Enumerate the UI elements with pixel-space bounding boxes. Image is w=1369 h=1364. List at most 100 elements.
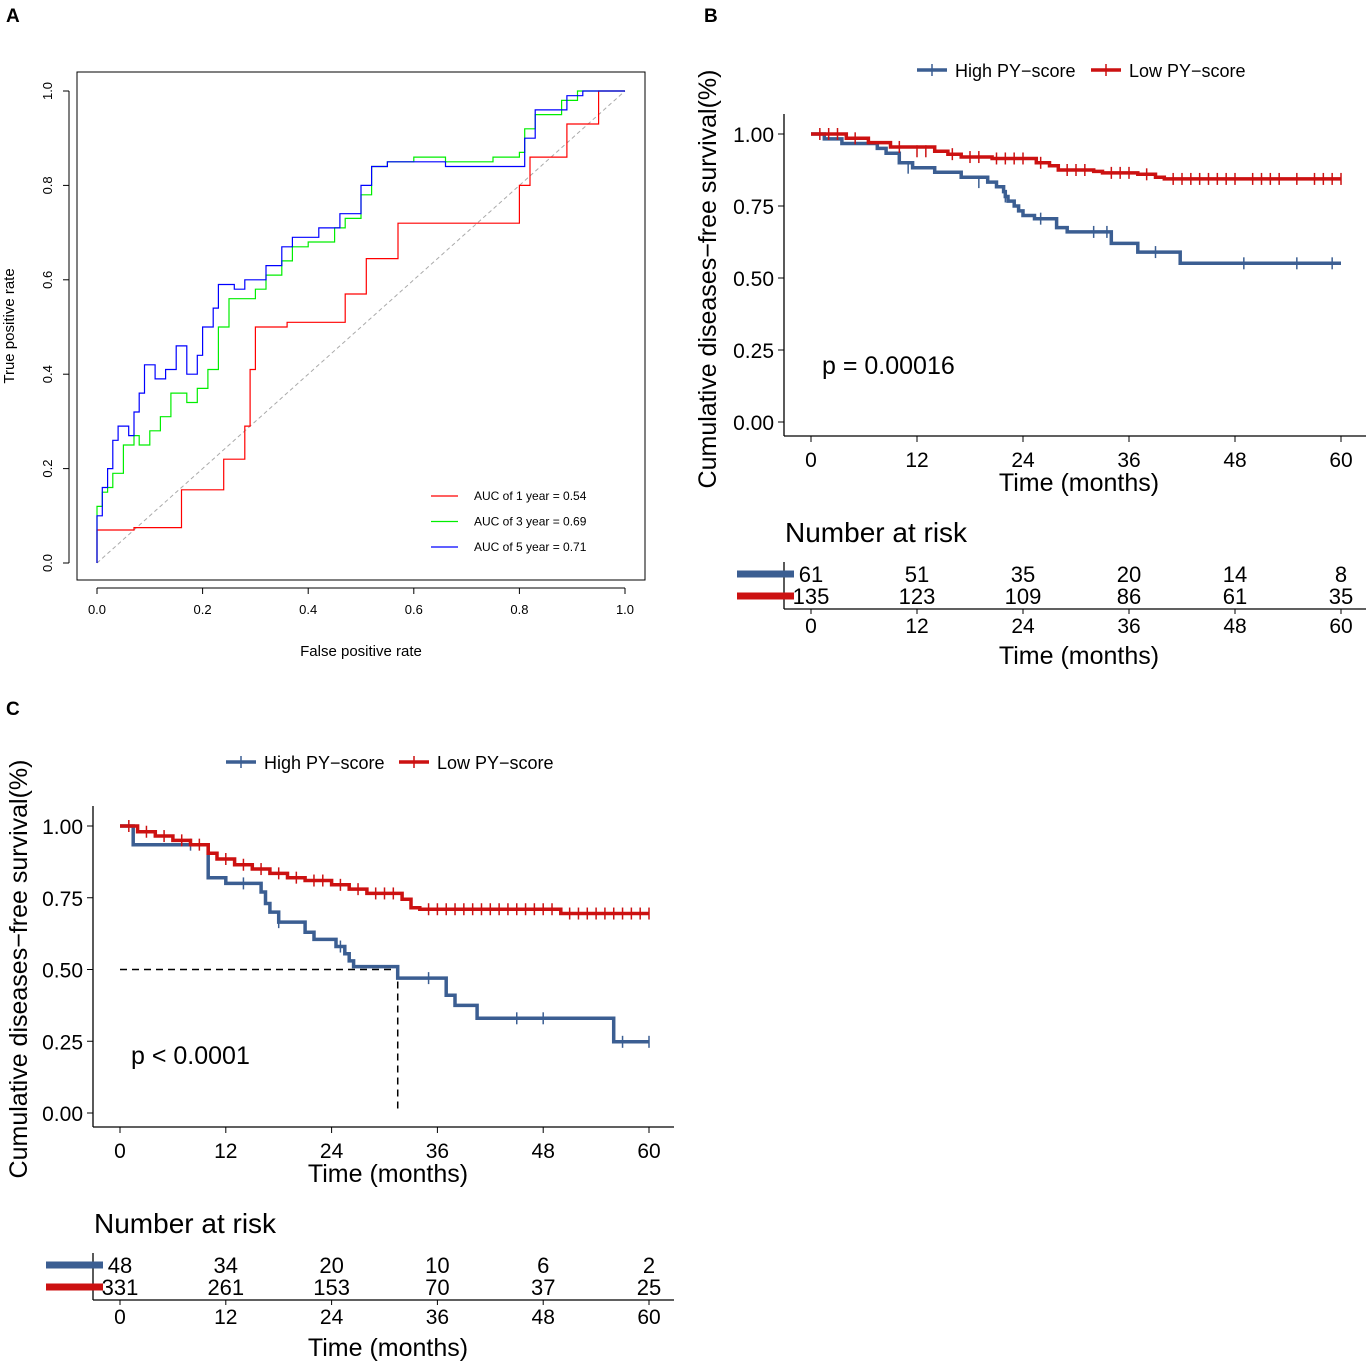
km-risk-x-tick-label: 48 — [1223, 615, 1246, 638]
km-c-x-label: Time (months) — [308, 1160, 468, 1188]
roc-curve-3-year — [96, 90, 625, 563]
km-b-legend: High PY−score Low PY−score — [917, 61, 1246, 81]
roc-x-label: False positive rate — [300, 643, 422, 660]
panel-letter-c: C — [6, 699, 20, 720]
roc-x-tick-label: 0.6 — [405, 602, 423, 617]
roc-y-tick-label: 0.6 — [40, 271, 55, 289]
km-risk-count: 109 — [1005, 584, 1042, 609]
km-risk-x-tick-label: 48 — [532, 1306, 555, 1329]
km-risk-count: 25 — [637, 1275, 661, 1300]
km-risk-x-tick-label: 60 — [1329, 615, 1352, 638]
roc-legend-label: AUC of 5 year = 0.71 — [474, 540, 587, 554]
panel-letter-b: B — [704, 6, 718, 27]
roc-curves — [96, 90, 625, 563]
km-risk-count: 8 — [1335, 562, 1347, 587]
roc-curve-5-year — [96, 90, 625, 563]
km-risk-count: 61 — [1223, 584, 1247, 609]
km-b-risk-title: Number at risk — [785, 517, 968, 548]
km-b-risk-table: 61 51 35 20 14 8 135 123 109 86 61 35 0 12 24 36 48 60 — [737, 562, 1366, 638]
km-c-risk-title: Number at risk — [94, 1208, 277, 1239]
roc-x-tick-label: 1.0 — [616, 602, 634, 617]
km-risk-x-tick-label: 12 — [214, 1306, 237, 1329]
km-b-plot: 0.00 0.25 0.50 0.75 1.00 0 12 24 36 48 60 — [733, 114, 1366, 472]
km-risk-count: 331 — [102, 1275, 139, 1300]
km-y-tick-label: 0.50 — [42, 960, 83, 983]
km-risk-count: 135 — [793, 584, 830, 609]
roc-x-tick-label: 0.8 — [510, 602, 528, 617]
km-risk-x-tick-label: 24 — [1011, 615, 1035, 638]
km-y-tick-label: 0.25 — [42, 1031, 83, 1054]
roc-y-label: True positive rate — [1, 268, 18, 383]
km-c-y-label: Cumulative diseases−free survival(%) — [5, 760, 33, 1179]
km-risk-count: 261 — [207, 1275, 244, 1300]
km-curve-high-py-score — [811, 132, 1341, 266]
panel-letter-a: A — [6, 6, 20, 27]
km-b-p-value: p = 0.00016 — [822, 352, 955, 380]
roc-y-tick-label: 0.8 — [40, 176, 55, 194]
roc-legend-label: AUC of 1 year = 0.54 — [474, 489, 587, 503]
roc-x-tick-label: 0.0 — [88, 602, 106, 617]
roc-legend-label: AUC of 3 year = 0.69 — [474, 515, 587, 529]
km-c-risk-x-label: Time (months) — [308, 1334, 468, 1362]
km-y-tick-label: 1.00 — [733, 124, 774, 147]
roc-y-tick-label: 0.4 — [40, 365, 55, 383]
km-b-y-label: Cumulative diseases−free survival(%) — [694, 70, 722, 489]
km-x-tick-label: 36 — [426, 1140, 449, 1163]
km-x-tick-label: 48 — [1223, 449, 1246, 472]
km-x-tick-label: 60 — [637, 1140, 660, 1163]
roc-x-tick-label: 0.2 — [194, 602, 212, 617]
km-risk-x-tick-label: 0 — [805, 615, 817, 638]
km-risk-count: 6 — [537, 1253, 549, 1278]
km-risk-count: 35 — [1011, 562, 1035, 587]
km-legend-label: Low PY−score — [1129, 61, 1246, 81]
panel-b-km: B High PY−score Low PY−score 0.00 0.25 0.50… — [694, 6, 1366, 670]
km-x-tick-label: 0 — [114, 1140, 126, 1163]
roc-plot-frame — [76, 71, 646, 581]
km-risk-count: 10 — [425, 1253, 449, 1278]
km-risk-x-tick-label: 60 — [637, 1306, 660, 1329]
km-risk-x-tick-label: 36 — [1117, 615, 1140, 638]
roc-y-tick-label: 0.0 — [40, 554, 55, 572]
km-curve-low-py-score — [811, 132, 1341, 181]
km-risk-x-tick-label: 12 — [905, 615, 928, 638]
km-x-tick-label: 12 — [214, 1140, 237, 1163]
km-legend-label: High PY−score — [955, 61, 1076, 81]
km-risk-count: 70 — [425, 1275, 449, 1300]
km-y-tick-label: 0.00 — [733, 412, 774, 435]
km-b-x-label: Time (months) — [999, 469, 1159, 497]
km-risk-count: 153 — [313, 1275, 350, 1300]
roc-y-tick-label: 0.2 — [40, 460, 55, 478]
km-risk-count: 2 — [643, 1253, 655, 1278]
km-risk-count: 20 — [319, 1253, 343, 1278]
km-x-tick-label: 36 — [1117, 449, 1140, 472]
km-risk-count: 48 — [108, 1253, 132, 1278]
roc-legend: AUC of 1 year = 0.54 AUC of 3 year = 0.69… — [431, 489, 587, 554]
roc-x-axis: 0.0 0.2 0.4 0.6 0.8 1.0 — [88, 587, 634, 617]
panel-c-km: C High PY−score Low PY−score 0.00 0.25 0.50… — [5, 699, 674, 1362]
km-legend-label: Low PY−score — [437, 753, 554, 773]
km-c-risk-table: 48 34 20 10 6 2 331 261 153 70 37 25 0 12 24 36 48 60 — [46, 1253, 674, 1329]
km-b-risk-x-label: Time (months) — [999, 642, 1159, 670]
km-risk-x-tick-label: 36 — [426, 1306, 449, 1329]
km-risk-count: 37 — [531, 1275, 555, 1300]
km-c-legend: High PY−score Low PY−score — [226, 753, 554, 773]
km-risk-count: 123 — [899, 584, 936, 609]
km-risk-x-tick-label: 24 — [320, 1306, 344, 1329]
km-x-tick-label: 48 — [532, 1140, 555, 1163]
roc-reference-diagonal — [96, 90, 626, 564]
km-x-tick-label: 0 — [805, 449, 817, 472]
km-risk-count: 86 — [1117, 584, 1141, 609]
km-x-tick-label: 60 — [1329, 449, 1352, 472]
km-y-tick-label: 0.00 — [42, 1103, 83, 1126]
roc-x-tick-label: 0.4 — [299, 602, 317, 617]
km-risk-count: 20 — [1117, 562, 1141, 587]
km-y-tick-label: 0.25 — [733, 340, 774, 363]
km-risk-count: 14 — [1223, 562, 1247, 587]
km-risk-count: 35 — [1329, 584, 1353, 609]
roc-y-axis: 0.0 0.2 0.4 0.6 0.8 1.0 — [40, 82, 70, 572]
km-legend-label: High PY−score — [264, 753, 385, 773]
km-x-tick-label: 24 — [320, 1140, 344, 1163]
km-y-tick-label: 1.00 — [42, 816, 83, 839]
panel-a-roc: A 0.0 0.2 0.4 0.6 0.8 1.0 0.00.20.40.60.81.0 … — [1, 6, 646, 660]
